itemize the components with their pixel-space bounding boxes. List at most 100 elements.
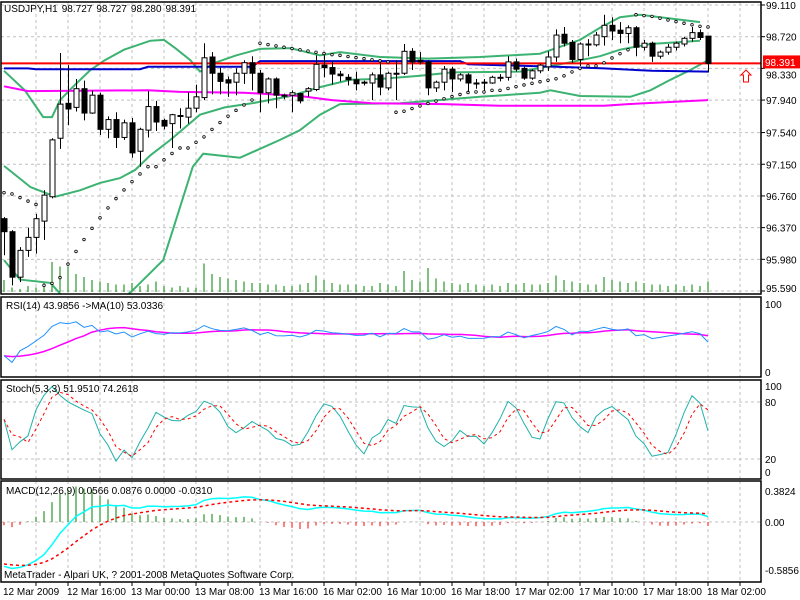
- candle[interactable]: [321, 55, 328, 78]
- candle[interactable]: [41, 190, 48, 240]
- candle[interactable]: [369, 72, 376, 101]
- candle[interactable]: [681, 36, 688, 47]
- candle[interactable]: [65, 65, 72, 126]
- candle[interactable]: [177, 108, 184, 129]
- candle[interactable]: [657, 50, 664, 59]
- candle[interactable]: [145, 91, 152, 138]
- candle[interactable]: [257, 70, 264, 113]
- candle[interactable]: [553, 29, 560, 62]
- candle[interactable]: [481, 78, 488, 91]
- candle[interactable]: [265, 77, 272, 104]
- candle[interactable]: [457, 73, 464, 82]
- candle[interactable]: [233, 68, 240, 96]
- candle[interactable]: [105, 116, 112, 139]
- candle[interactable]: [9, 230, 16, 286]
- candle[interactable]: [465, 73, 472, 92]
- candle[interactable]: [497, 74, 504, 82]
- candle[interactable]: [393, 60, 400, 101]
- candle[interactable]: [57, 52, 64, 149]
- stoch-panel[interactable]: [1, 380, 761, 479]
- candle[interactable]: [113, 112, 120, 148]
- candle[interactable]: [569, 39, 576, 63]
- candle[interactable]: [193, 84, 200, 113]
- candle[interactable]: [345, 74, 352, 86]
- candle[interactable]: [513, 58, 520, 72]
- candle-body-bear: [465, 74, 472, 84]
- candle[interactable]: [17, 247, 24, 283]
- candle[interactable]: [209, 52, 216, 95]
- candle[interactable]: [521, 66, 528, 80]
- candle[interactable]: [625, 25, 632, 44]
- candle[interactable]: [241, 60, 248, 84]
- rsi-panel[interactable]: [3, 297, 741, 377]
- candle[interactable]: [433, 80, 440, 92]
- candle[interactable]: [609, 17, 616, 40]
- candle[interactable]: [361, 80, 368, 86]
- candle[interactable]: [673, 41, 680, 51]
- candle[interactable]: [649, 41, 656, 62]
- candle[interactable]: [297, 92, 304, 104]
- candle[interactable]: [473, 78, 480, 89]
- main-panel[interactable]: [1, 2, 761, 315]
- candle[interactable]: [97, 92, 104, 135]
- candle[interactable]: [593, 31, 600, 47]
- candle[interactable]: [601, 14, 608, 46]
- candle[interactable]: [217, 67, 224, 95]
- candle[interactable]: [161, 118, 168, 130]
- candle[interactable]: [417, 52, 424, 65]
- candle[interactable]: [49, 138, 56, 199]
- candle[interactable]: [137, 127, 144, 167]
- candle[interactable]: [129, 117, 136, 158]
- candle[interactable]: [1, 217, 8, 256]
- candle[interactable]: [449, 66, 456, 92]
- candle[interactable]: [121, 119, 128, 140]
- candle[interactable]: [641, 39, 648, 51]
- candle[interactable]: [81, 80, 88, 121]
- candle[interactable]: [73, 78, 80, 112]
- candle[interactable]: [377, 61, 384, 96]
- candle[interactable]: [529, 69, 536, 80]
- candle[interactable]: [577, 42, 584, 66]
- candle[interactable]: [201, 43, 208, 101]
- candle[interactable]: [545, 51, 552, 71]
- current-price-label-bg: [763, 55, 800, 69]
- candle[interactable]: [169, 113, 176, 148]
- macd-panel[interactable]: [1, 481, 761, 582]
- candle-body-bear: [705, 35, 712, 64]
- candle[interactable]: [617, 22, 624, 44]
- candle[interactable]: [153, 100, 160, 131]
- candle[interactable]: [537, 63, 544, 74]
- candle[interactable]: [401, 44, 408, 75]
- candle[interactable]: [273, 77, 280, 109]
- candle[interactable]: [89, 90, 96, 114]
- candle[interactable]: [281, 93, 288, 100]
- candle[interactable]: [289, 90, 296, 113]
- parabolic-sar-dot: [218, 120, 222, 125]
- candle[interactable]: [489, 75, 496, 84]
- candle[interactable]: [633, 26, 640, 57]
- candle[interactable]: [249, 56, 256, 91]
- candle[interactable]: [25, 227, 32, 257]
- candle-body-bear: [281, 94, 288, 97]
- candle[interactable]: [33, 213, 40, 254]
- candle[interactable]: [689, 26, 696, 42]
- candle[interactable]: [313, 55, 320, 92]
- candle[interactable]: [225, 76, 232, 97]
- candle[interactable]: [665, 44, 672, 55]
- candle[interactable]: [505, 56, 512, 81]
- candle[interactable]: [425, 60, 432, 96]
- candle[interactable]: [185, 91, 192, 124]
- candle[interactable]: [385, 71, 392, 91]
- candle[interactable]: [561, 26, 568, 47]
- candle[interactable]: [441, 65, 448, 91]
- candle[interactable]: [585, 39, 592, 57]
- candle[interactable]: [353, 71, 360, 91]
- candle[interactable]: [337, 70, 344, 82]
- candle[interactable]: [409, 48, 416, 70]
- candle[interactable]: [697, 29, 704, 40]
- candle[interactable]: [329, 61, 336, 85]
- candle[interactable]: [305, 87, 312, 97]
- candle[interactable]: [705, 35, 712, 73]
- macd-axis-label: 0.3824: [765, 487, 796, 498]
